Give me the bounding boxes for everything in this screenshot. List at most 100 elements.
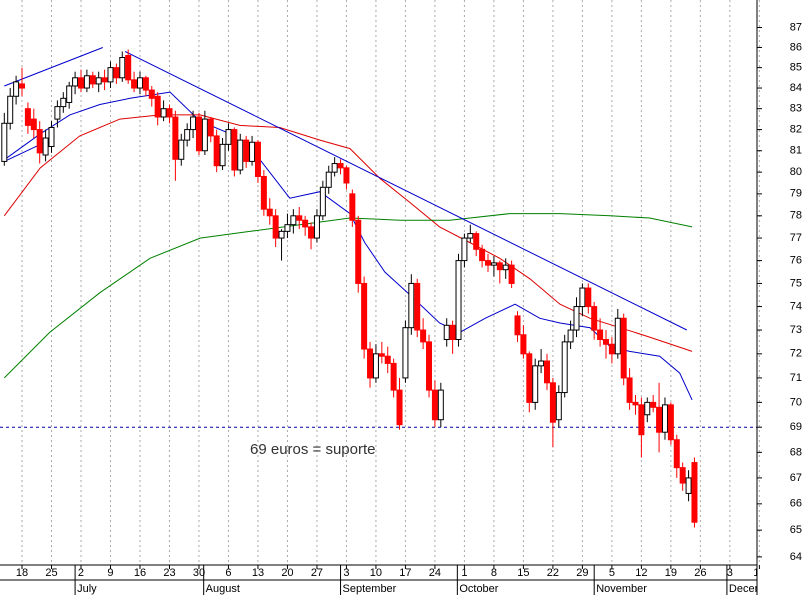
y-tick-label: 70: [790, 396, 802, 408]
candle-body: [361, 282, 368, 350]
candle-body: [461, 237, 468, 262]
candle-body: [284, 224, 291, 232]
candle-body: [408, 282, 415, 329]
candle-body: [213, 135, 220, 167]
candle-body: [302, 219, 309, 228]
candle-body: [579, 287, 586, 308]
x-tick-label: 17: [399, 567, 411, 579]
candle-body: [661, 404, 668, 433]
candle-body: [355, 219, 362, 284]
x-tick-label: 23: [163, 567, 175, 579]
y-tick-label: 64: [790, 551, 802, 563]
candle-body: [101, 77, 108, 83]
candle-body: [567, 329, 574, 343]
candle-body: [650, 401, 657, 408]
candle-body: [207, 118, 214, 137]
candle-body: [172, 116, 179, 160]
candle-body: [160, 108, 167, 118]
month-label: October: [459, 583, 498, 595]
candle-body: [431, 389, 438, 421]
support-label: 69 euros = suporte: [250, 441, 376, 458]
x-tick-label: 1: [461, 567, 467, 579]
candle-body: [113, 67, 120, 79]
y-tick-label: 85: [790, 62, 802, 74]
candle-body: [319, 186, 326, 217]
candle-body: [402, 327, 409, 379]
candle-body: [443, 324, 450, 341]
candle-body: [632, 401, 639, 406]
candle-body: [24, 108, 31, 126]
x-tick-label: 27: [311, 567, 323, 579]
candle-body: [449, 324, 456, 341]
candle-body: [372, 353, 379, 379]
y-tick-label: 77: [790, 232, 802, 244]
x-tick-label: 5: [609, 567, 615, 579]
y-tick-label: 66: [790, 498, 802, 510]
moving-average: [3, 114, 693, 352]
candle-body: [496, 262, 503, 271]
candle-body: [237, 139, 244, 171]
y-tick-label: 69: [790, 421, 802, 433]
candle-body: [502, 264, 509, 271]
candle-body: [667, 404, 674, 441]
y-tick-label: 79: [790, 188, 802, 200]
x-tick-label: 6: [225, 567, 231, 579]
candle-body: [272, 215, 279, 239]
x-tick-label: 25: [45, 567, 57, 579]
candle-body: [42, 137, 49, 156]
candle-body: [195, 116, 202, 152]
candle-body: [66, 85, 73, 103]
x-tick-label: 8: [491, 567, 497, 579]
x-tick-label: 24: [429, 567, 441, 579]
candle-body: [656, 406, 663, 433]
x-tick-label: 3: [343, 567, 349, 579]
candle-body: [77, 77, 84, 89]
candle-body: [473, 233, 480, 250]
y-tick-label: 67: [790, 472, 802, 484]
candle-body: [13, 81, 20, 97]
candle-body: [602, 339, 609, 345]
candle-body: [396, 389, 403, 426]
candle-body: [60, 97, 67, 108]
y-tick-label: 80: [790, 166, 802, 178]
candle-body: [313, 215, 320, 239]
candle-body: [54, 106, 61, 120]
candle-body: [201, 118, 208, 152]
candle-body: [420, 329, 427, 343]
candle-body: [131, 79, 138, 89]
y-tick-label: 73: [790, 324, 802, 336]
candle-body: [7, 95, 14, 124]
y-tick-label: 82: [790, 123, 802, 135]
candle-body: [485, 260, 492, 266]
candle-body: [48, 126, 55, 147]
candle-body: [367, 348, 374, 379]
candle-body: [95, 77, 102, 85]
candle-body: [19, 83, 26, 89]
candle-body: [638, 404, 645, 436]
candle-body: [479, 248, 486, 262]
candle-body: [585, 287, 592, 308]
candle-body: [544, 360, 551, 384]
candle-body: [467, 233, 474, 239]
x-tick-label: 10: [370, 567, 382, 579]
x-tick-label: 12: [635, 567, 647, 579]
month-labels: July August September October November Decemb…: [74, 565, 757, 595]
candle-body: [608, 343, 615, 355]
candle-body: [290, 215, 297, 226]
x-tick-label: 26: [694, 567, 706, 579]
candle-body: [426, 341, 433, 391]
candle-body: [508, 264, 515, 284]
x-tick-label: 3: [727, 567, 733, 579]
x-tick-label: 15: [517, 567, 529, 579]
candle-body: [455, 260, 462, 341]
x-tick-label: 19: [665, 567, 677, 579]
candle-body: [620, 317, 627, 379]
candle-body: [614, 317, 621, 355]
candle-body: [573, 306, 580, 331]
candle-body: [1, 122, 8, 162]
candle-body: [225, 129, 232, 145]
candle-body: [119, 57, 126, 79]
candle-body: [437, 389, 444, 421]
month-label: November: [596, 583, 647, 595]
